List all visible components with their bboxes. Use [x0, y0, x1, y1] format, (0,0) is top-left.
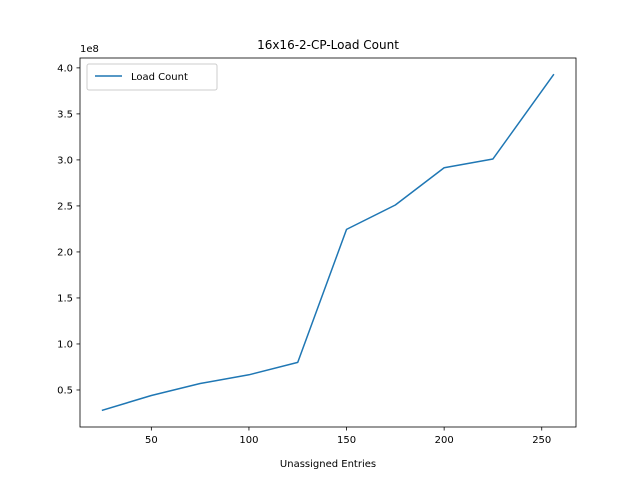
y-tick-label: 2.0	[57, 247, 73, 258]
legend-label: Load Count	[131, 72, 188, 83]
chart-title: 16x16-2-CP-Load Count	[257, 38, 399, 52]
y-tick-label: 0.5	[57, 385, 73, 396]
ticks-layer: 50 100 150 200 250 0.5 1.0 1.5 2.0 2.5 3.0 3.5 4.0	[57, 63, 551, 446]
series-layer	[101, 73, 555, 412]
y-tick-label: 3.5	[57, 109, 73, 120]
y-tick-label: 2.5	[57, 201, 73, 212]
x-tick-label: 150	[337, 435, 356, 446]
series-line-0	[101, 73, 555, 412]
x-tick-label: 50	[145, 435, 158, 446]
x-axis-label: Unassigned Entries	[280, 459, 376, 470]
y-tick-label: 1.0	[57, 339, 73, 350]
plot-frame	[79, 57, 577, 428]
legend-box	[86, 63, 218, 91]
y-tick-label: 1.5	[57, 293, 73, 304]
x-tick-label: 250	[532, 435, 551, 446]
y-tick-label: 4.0	[57, 63, 73, 74]
y-tick-label: 3.0	[57, 155, 73, 166]
x-tick-label: 100	[239, 435, 258, 446]
legend: Load Count	[86, 63, 218, 91]
y-axis-offset-label: 1e8	[80, 44, 99, 55]
x-tick-label: 200	[435, 435, 454, 446]
